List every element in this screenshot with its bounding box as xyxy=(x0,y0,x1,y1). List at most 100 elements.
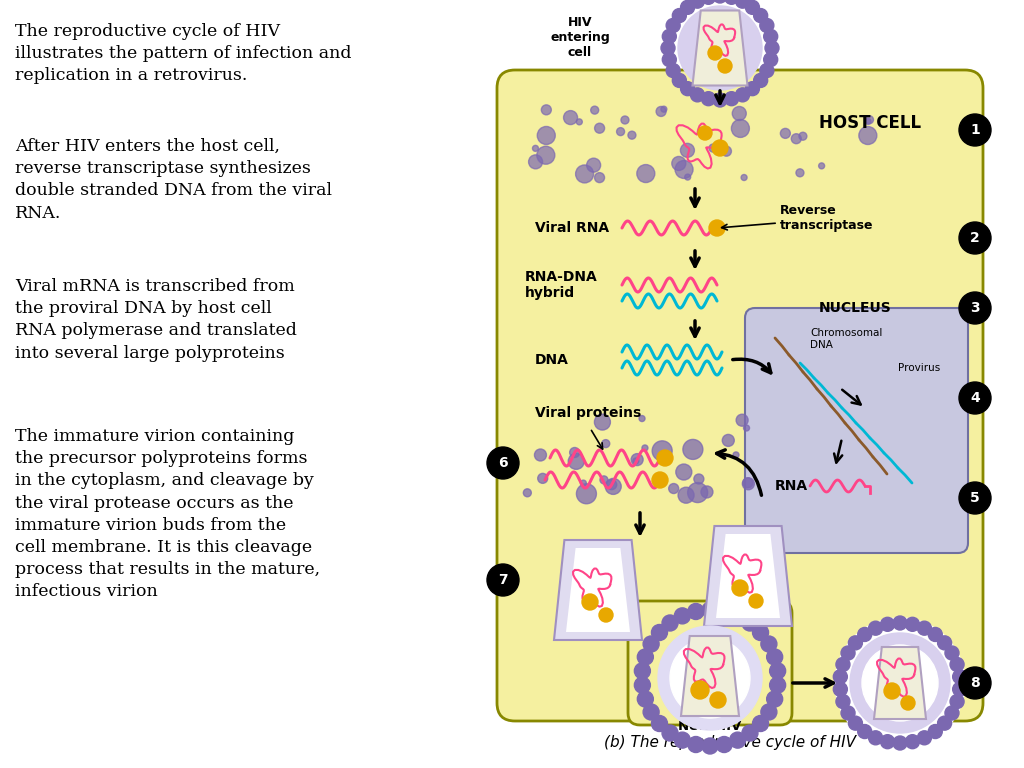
Circle shape xyxy=(688,482,708,502)
Circle shape xyxy=(581,480,587,486)
Text: 2: 2 xyxy=(970,231,980,245)
Circle shape xyxy=(691,681,709,699)
FancyBboxPatch shape xyxy=(497,70,983,721)
Circle shape xyxy=(959,667,991,699)
Circle shape xyxy=(694,474,703,484)
Circle shape xyxy=(959,382,991,414)
Circle shape xyxy=(681,0,694,15)
Circle shape xyxy=(675,608,690,624)
Circle shape xyxy=(651,716,668,731)
Circle shape xyxy=(652,441,672,461)
Circle shape xyxy=(780,128,791,138)
Circle shape xyxy=(952,670,967,684)
Circle shape xyxy=(600,476,608,484)
Text: RNA: RNA xyxy=(775,479,808,493)
Text: 3: 3 xyxy=(970,301,980,315)
Circle shape xyxy=(633,458,639,464)
Circle shape xyxy=(639,415,645,422)
Circle shape xyxy=(760,18,774,32)
Circle shape xyxy=(849,636,862,650)
Text: RNA-DNA
hybrid: RNA-DNA hybrid xyxy=(525,270,598,300)
Circle shape xyxy=(532,145,539,151)
Circle shape xyxy=(858,627,871,641)
Circle shape xyxy=(742,478,753,488)
Polygon shape xyxy=(874,647,926,719)
Circle shape xyxy=(690,0,705,8)
Circle shape xyxy=(754,8,768,22)
Circle shape xyxy=(591,106,599,114)
Circle shape xyxy=(637,649,653,665)
Circle shape xyxy=(663,725,678,741)
Circle shape xyxy=(577,119,583,125)
Circle shape xyxy=(538,127,555,144)
Circle shape xyxy=(678,6,762,90)
Polygon shape xyxy=(681,636,739,716)
Circle shape xyxy=(950,694,964,709)
Text: After HIV enters the host cell,
reverse transcriptase synthesizes
double strande: After HIV enters the host cell, reverse … xyxy=(15,138,332,222)
Circle shape xyxy=(749,594,763,608)
Circle shape xyxy=(834,682,847,697)
Circle shape xyxy=(643,636,659,652)
Circle shape xyxy=(765,41,779,55)
Circle shape xyxy=(663,29,676,44)
Circle shape xyxy=(631,454,643,465)
Text: 4: 4 xyxy=(970,391,980,405)
Text: The immature virion containing
the precursor polyproteins forms
in the cytoplasm: The immature virion containing the precu… xyxy=(15,428,321,601)
Circle shape xyxy=(732,107,746,121)
Circle shape xyxy=(628,131,636,139)
Circle shape xyxy=(753,716,769,731)
Circle shape xyxy=(841,706,855,720)
Text: 1: 1 xyxy=(970,123,980,137)
Circle shape xyxy=(605,478,622,495)
Circle shape xyxy=(681,81,694,96)
Circle shape xyxy=(673,74,686,88)
Circle shape xyxy=(859,127,877,144)
Circle shape xyxy=(865,116,873,124)
Circle shape xyxy=(836,657,850,671)
Circle shape xyxy=(905,617,920,631)
Circle shape xyxy=(523,488,531,497)
Circle shape xyxy=(868,731,883,745)
Circle shape xyxy=(698,126,712,140)
Circle shape xyxy=(716,737,732,753)
Circle shape xyxy=(770,663,785,679)
Text: DNA: DNA xyxy=(535,353,569,367)
Circle shape xyxy=(712,140,728,156)
Circle shape xyxy=(850,633,950,733)
Circle shape xyxy=(836,694,850,709)
Circle shape xyxy=(676,464,692,480)
Circle shape xyxy=(718,59,732,73)
Circle shape xyxy=(731,120,750,137)
Circle shape xyxy=(528,155,543,169)
Circle shape xyxy=(656,107,666,117)
Circle shape xyxy=(667,18,680,32)
Circle shape xyxy=(945,646,958,660)
Circle shape xyxy=(950,657,964,671)
Polygon shape xyxy=(705,526,792,626)
Circle shape xyxy=(577,484,596,504)
Circle shape xyxy=(537,146,555,164)
Circle shape xyxy=(599,608,613,622)
Circle shape xyxy=(884,683,900,699)
Circle shape xyxy=(761,636,777,652)
Circle shape xyxy=(733,452,739,458)
Text: New HIV: New HIV xyxy=(678,720,741,733)
Circle shape xyxy=(713,93,727,107)
Circle shape xyxy=(938,716,951,730)
Circle shape xyxy=(754,74,768,88)
Circle shape xyxy=(637,691,653,707)
Circle shape xyxy=(563,111,578,124)
Circle shape xyxy=(662,41,675,55)
Circle shape xyxy=(901,696,915,710)
Circle shape xyxy=(670,638,750,718)
Circle shape xyxy=(635,677,650,693)
Circle shape xyxy=(745,0,760,15)
Text: Chromosomal
DNA: Chromosomal DNA xyxy=(810,328,883,349)
Circle shape xyxy=(868,621,883,635)
Circle shape xyxy=(767,649,782,665)
Circle shape xyxy=(959,222,991,254)
Polygon shape xyxy=(554,540,642,640)
Circle shape xyxy=(535,449,547,461)
Circle shape xyxy=(735,88,750,102)
Text: Viral RNA: Viral RNA xyxy=(535,221,609,235)
